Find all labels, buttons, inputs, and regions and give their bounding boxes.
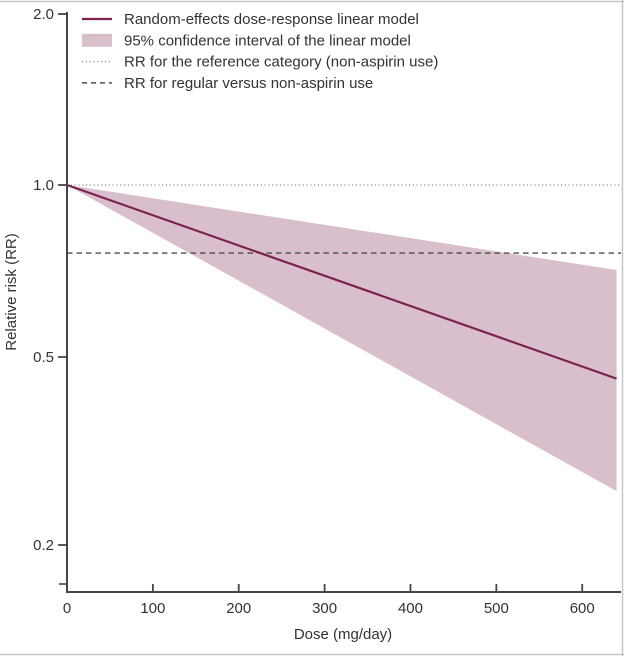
x-tick-label: 600	[570, 600, 595, 617]
y-tick-label: 2.0	[33, 6, 54, 23]
model-line	[66, 183, 617, 380]
legend-label: Random-effects dose-response linear mode…	[124, 11, 419, 28]
x-tick-label: 300	[312, 600, 337, 617]
legend-item: RR for regular versus non-aspirin use	[82, 75, 373, 92]
legend-label: 95% confidence interval of the linear mo…	[124, 32, 411, 49]
x-axis-title: Dose (mg/day)	[294, 626, 392, 643]
legend: Random-effects dose-response linear mode…	[82, 11, 438, 92]
x-tick-label: 100	[140, 600, 165, 617]
legend-item: RR for the reference category (non-aspir…	[82, 54, 438, 71]
confidence-band	[67, 185, 617, 492]
x-tick-label: 500	[484, 600, 509, 617]
y-tick-label: 1.0	[33, 177, 54, 194]
x-tick-label: 200	[226, 600, 251, 617]
x-tick-label: 400	[398, 600, 423, 617]
legend-item: 95% confidence interval of the linear mo…	[82, 32, 411, 49]
legend-label: RR for regular versus non-aspirin use	[124, 75, 373, 92]
legend-label: RR for the reference category (non-aspir…	[124, 54, 438, 71]
legend-item: Random-effects dose-response linear mode…	[82, 11, 419, 28]
x-tick-label: 0	[63, 600, 71, 617]
legend-band-swatch	[82, 33, 112, 47]
y-tick-label: 0.5	[33, 349, 54, 366]
y-tick-label: 0.2	[33, 537, 54, 554]
y-axis-title: Relative risk (RR)	[3, 233, 20, 351]
